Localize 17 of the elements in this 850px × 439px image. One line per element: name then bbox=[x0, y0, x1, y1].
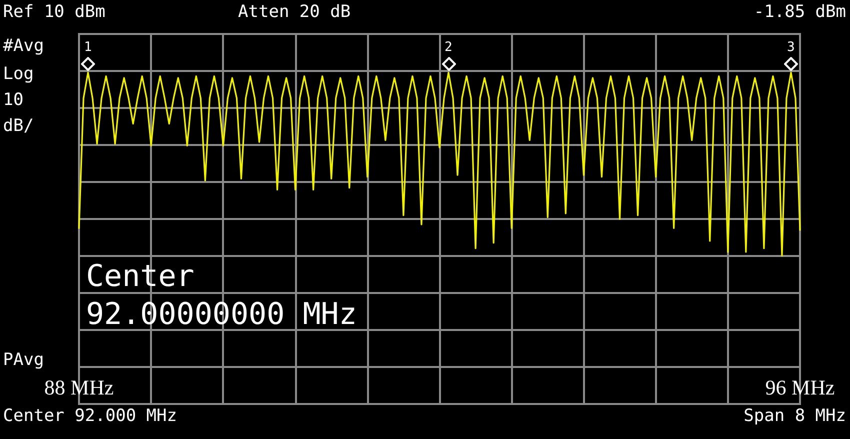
text: 10 bbox=[3, 90, 24, 110]
text: Log bbox=[3, 64, 34, 84]
text: dB/ bbox=[3, 116, 34, 136]
text: Span 8 MHz bbox=[744, 406, 846, 426]
text: PAvg bbox=[3, 350, 44, 370]
annotation: 3 bbox=[786, 40, 795, 56]
text: Atten 20 dB bbox=[238, 2, 351, 22]
x-tick-label: 88 MHz bbox=[44, 376, 114, 400]
text: 92.00000000 MHz bbox=[86, 297, 357, 332]
annotation: 2 bbox=[444, 40, 452, 56]
annotation: 1 bbox=[84, 40, 92, 56]
text: Ref 10 dBm bbox=[3, 2, 106, 22]
text: Center bbox=[86, 259, 194, 294]
text: Center 92.000 MHz bbox=[3, 406, 177, 426]
text: -1.85 dBm bbox=[754, 2, 846, 22]
x-tick-label: 96 MHz bbox=[765, 376, 835, 400]
text: #Avg bbox=[3, 36, 44, 56]
